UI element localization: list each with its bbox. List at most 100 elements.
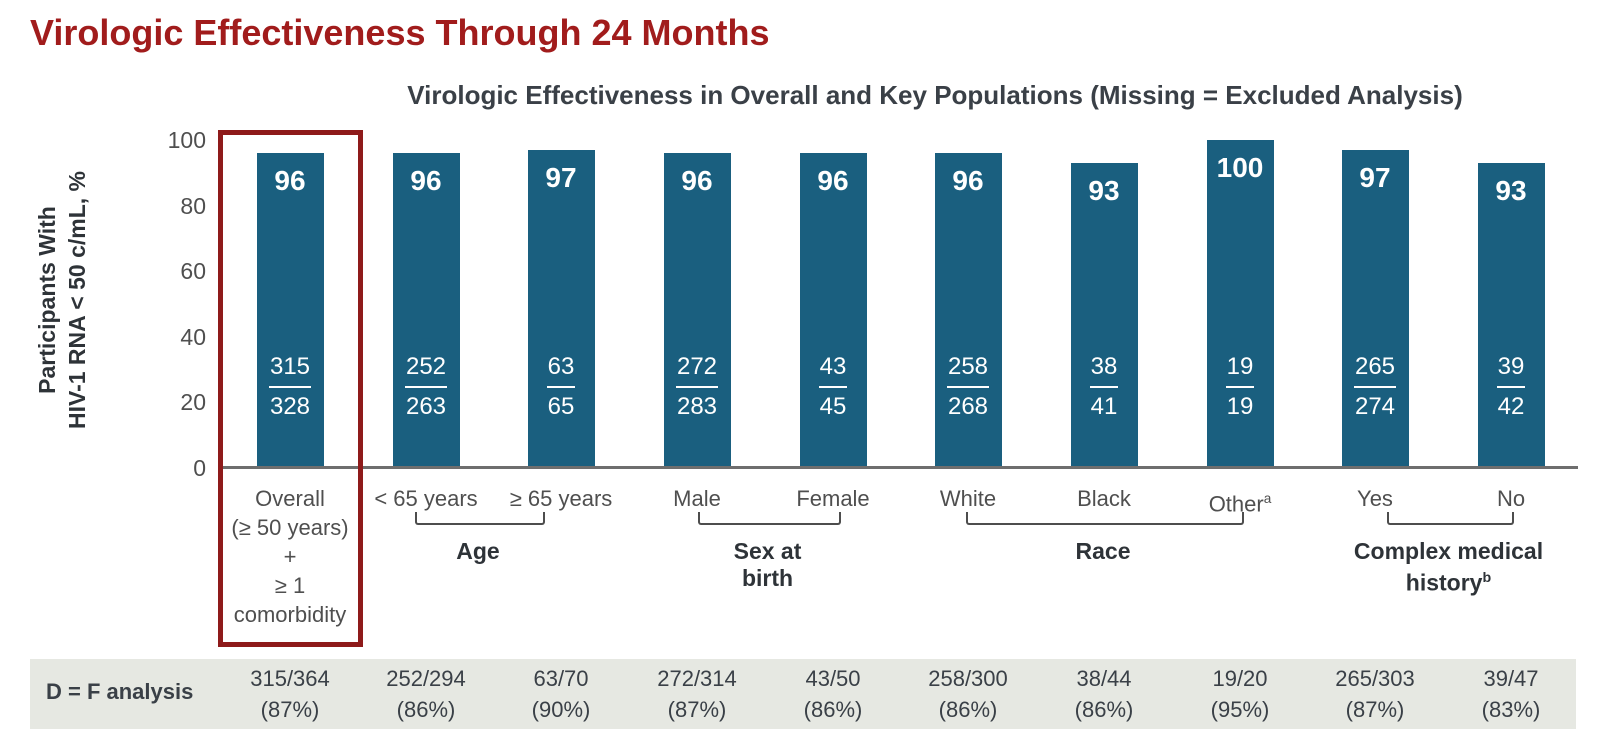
bar-value-label: 96 xyxy=(681,165,713,196)
bar-value-label: 96 xyxy=(817,165,849,196)
category-label: ≥ 65 years xyxy=(473,484,649,513)
category-label-line: Female xyxy=(796,486,870,511)
table-cell-fraction: 252/294 xyxy=(386,666,466,691)
group-bracket xyxy=(698,512,841,525)
category-label-line: No xyxy=(1496,486,1526,511)
group-label: Complex medical historyb xyxy=(1309,538,1589,597)
table-cell: 19/20 (95%) xyxy=(1160,663,1320,725)
category-label: No xyxy=(1423,484,1599,513)
table-cell: 258/300 (86%) xyxy=(888,663,1048,725)
bar-fraction: 315 328 xyxy=(257,352,324,422)
fraction-line xyxy=(947,386,989,388)
bar: 93 39 42 xyxy=(1477,163,1545,468)
fraction-line xyxy=(1090,386,1118,388)
table-cell-fraction: 43/50 xyxy=(805,666,861,691)
fraction-denominator: 19 xyxy=(1226,393,1254,420)
table-cell-percent: (87%) xyxy=(667,697,727,722)
y-axis-tick-label: 40 xyxy=(180,323,206,350)
category-label-line: Male xyxy=(673,486,721,511)
y-axis-title-line1: Participants With xyxy=(34,206,60,394)
group-label: Age xyxy=(338,538,618,565)
y-axis-tick-label: 100 xyxy=(167,127,206,153)
y-axis-title-line2: HIV-1 RNA < 50 c/mL, % xyxy=(64,171,90,429)
group-bracket xyxy=(1387,512,1514,525)
table-cell-percent: (95%) xyxy=(1210,697,1270,722)
category-label-line: (≥ 50 years) xyxy=(231,515,349,540)
table-cell-percent: (87%) xyxy=(260,697,320,722)
table-cell-fraction: 39/47 xyxy=(1483,666,1539,691)
table-cell: 43/50 (86%) xyxy=(753,663,913,725)
y-axis-tick-label: 20 xyxy=(180,389,206,416)
table-cell-fraction: 265/303 xyxy=(1335,666,1415,691)
category-label: Overall (≥ 50 years) + ≥ 1 comorbidity xyxy=(202,484,378,629)
table-cell-percent: (86%) xyxy=(396,697,456,722)
table-cell-percent: (87%) xyxy=(1345,697,1405,722)
category-label-line: < 65 years xyxy=(374,486,478,511)
fraction-line xyxy=(676,386,718,388)
x-axis-line xyxy=(218,466,1578,469)
table-cell: 315/364 (87%) xyxy=(210,663,370,725)
table-cell-fraction: 38/44 xyxy=(1076,666,1132,691)
bar-value-label: 93 xyxy=(1088,175,1120,206)
bar-value-label: 97 xyxy=(545,162,577,193)
bar-fraction: 19 19 xyxy=(1207,352,1274,422)
bar-fraction: 265 274 xyxy=(1342,352,1409,422)
fraction-numerator: 39 xyxy=(1497,353,1525,380)
category-label-line: + xyxy=(283,544,297,569)
fraction-line xyxy=(547,386,575,388)
category-label: Yes xyxy=(1287,484,1463,513)
bar-fraction: 38 41 xyxy=(1071,352,1138,422)
y-axis-tick-label: 80 xyxy=(180,192,206,219)
table-cell-fraction: 315/364 xyxy=(250,666,330,691)
table-cell-percent: (90%) xyxy=(531,697,591,722)
category-label-line: Black xyxy=(1077,486,1131,511)
group-bracket xyxy=(966,512,1244,525)
table-cell-percent: (83%) xyxy=(1481,697,1541,722)
group-label: Race xyxy=(963,538,1243,565)
table-cell-percent: (86%) xyxy=(938,697,998,722)
bar-value-label: 96 xyxy=(274,165,306,196)
fraction-line xyxy=(1354,386,1396,388)
bar-fraction: 258 268 xyxy=(935,352,1002,422)
category-label: Female xyxy=(745,484,921,513)
bar: 93 38 41 xyxy=(1070,163,1138,468)
table-cell-percent: (86%) xyxy=(1074,697,1134,722)
fraction-line xyxy=(819,386,847,388)
summary-table: D = F analysis 315/364 (87%) 252/294 (86%) 6… xyxy=(30,659,1576,729)
table-cell: 272/314 (87%) xyxy=(617,663,777,725)
group-label-line: Complex medical xyxy=(1353,538,1544,564)
footnote-marker: a xyxy=(1263,491,1272,506)
table-cell-fraction: 19/20 xyxy=(1212,666,1268,691)
group-label-line: Race xyxy=(1075,538,1131,564)
bar-fraction: 272 283 xyxy=(664,352,731,422)
group-label: Sex at birth xyxy=(628,538,908,592)
bar-value-label: 96 xyxy=(410,165,442,196)
table-row-label: D = F analysis xyxy=(46,679,194,704)
fraction-numerator: 38 xyxy=(1090,353,1118,380)
fraction-line xyxy=(405,386,447,388)
table-cell: 265/303 (87%) xyxy=(1295,663,1455,725)
fraction-denominator: 45 xyxy=(819,393,847,420)
fraction-numerator: 258 xyxy=(947,353,989,380)
table-cell: 252/294 (86%) xyxy=(346,663,506,725)
chart-title: Virologic Effectiveness in Overall and K… xyxy=(407,80,1463,110)
category-label-line: comorbidity xyxy=(233,602,347,627)
fraction-denominator: 328 xyxy=(269,393,311,420)
fraction-line xyxy=(1226,386,1254,388)
fraction-denominator: 274 xyxy=(1354,393,1396,420)
fraction-numerator: 272 xyxy=(676,353,718,380)
fraction-denominator: 263 xyxy=(405,393,447,420)
fraction-numerator: 19 xyxy=(1226,353,1254,380)
category-label-line: Othera xyxy=(1208,491,1272,517)
highlight-box xyxy=(218,130,363,647)
group-label-line: historyb xyxy=(1405,569,1492,596)
category-label-line: White xyxy=(939,486,997,511)
bar-fraction: 39 42 xyxy=(1478,352,1545,422)
fraction-line xyxy=(1497,386,1525,388)
fraction-numerator: 252 xyxy=(405,353,447,380)
fraction-numerator: 315 xyxy=(269,353,311,380)
bar: 97 63 65 xyxy=(527,150,595,468)
table-cell-fraction: 272/314 xyxy=(657,666,737,691)
group-label-line: birth xyxy=(741,565,794,591)
bar: 97 265 274 xyxy=(1341,150,1409,468)
